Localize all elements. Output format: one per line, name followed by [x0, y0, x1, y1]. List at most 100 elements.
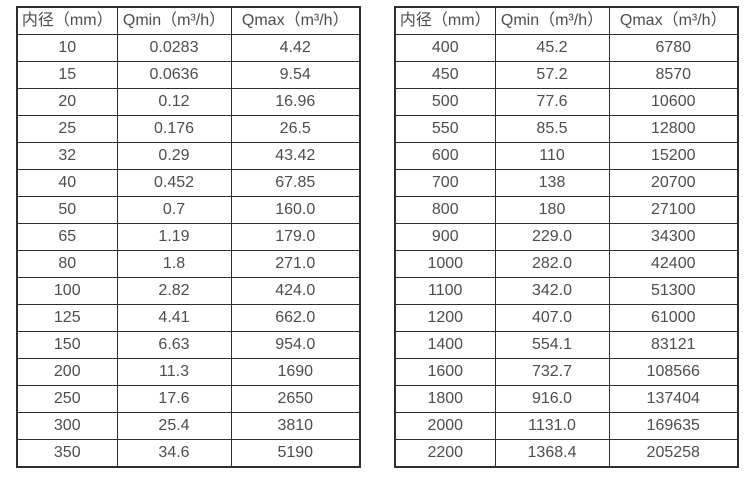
data-cell: 85.5 — [494, 115, 610, 143]
header-cell: Qmax（m³/h） — [230, 6, 361, 35]
data-cell: 43.42 — [230, 142, 361, 170]
tables-container: 内径（mm） Qmin（m³/h） Qmax（m³/h） 10 0.0283 4.42 1… — [16, 6, 739, 468]
header-cell: 内径（mm） — [16, 6, 118, 35]
data-cell: 15200 — [608, 142, 739, 170]
table-row: 40 0.452 67.85 — [16, 169, 361, 197]
data-cell: 282.0 — [494, 250, 610, 278]
data-cell: 9.54 — [230, 61, 361, 89]
data-cell: 0.176 — [116, 115, 232, 143]
table-row: 32 0.29 43.42 — [16, 142, 361, 170]
header-cell: Qmin（m³/h） — [494, 6, 610, 35]
table-row: 80 1.8 271.0 — [16, 250, 361, 278]
data-cell: 20 — [16, 88, 118, 116]
table-row: 150 6.63 954.0 — [16, 331, 361, 359]
data-cell: 100 — [16, 277, 118, 305]
data-cell: 342.0 — [494, 277, 610, 305]
data-cell: 1200 — [394, 304, 496, 332]
table-row: 65 1.19 179.0 — [16, 223, 361, 251]
data-cell: 80 — [16, 250, 118, 278]
data-cell: 0.7 — [116, 196, 232, 224]
data-cell: 300 — [16, 412, 118, 440]
data-cell: 0.0283 — [116, 34, 232, 62]
table-row: 100 2.82 424.0 — [16, 277, 361, 305]
table-row: 800 180 27100 — [394, 196, 739, 224]
table-row: 2200 1368.4 205258 — [394, 439, 739, 468]
table-body: 10 0.0283 4.42 15 0.0636 9.54 20 0.12 16.96 25 0.1… — [16, 34, 361, 468]
data-cell: 500 — [394, 88, 496, 116]
table-row: 500 77.6 10600 — [394, 88, 739, 116]
data-cell: 137404 — [608, 385, 739, 413]
header-cell: Qmin（m³/h） — [116, 6, 232, 35]
data-cell: 900 — [394, 223, 496, 251]
data-cell: 350 — [16, 439, 118, 468]
data-cell: 0.12 — [116, 88, 232, 116]
data-cell: 50 — [16, 196, 118, 224]
data-cell: 2.82 — [116, 277, 232, 305]
table-row: 10 0.0283 4.42 — [16, 34, 361, 62]
data-cell: 407.0 — [494, 304, 610, 332]
data-cell: 600 — [394, 142, 496, 170]
data-cell: 205258 — [608, 439, 739, 468]
table-row: 1000 282.0 42400 — [394, 250, 739, 278]
data-cell: 424.0 — [230, 277, 361, 305]
data-cell: 1690 — [230, 358, 361, 386]
data-cell: 800 — [394, 196, 496, 224]
table-row: 1100 342.0 51300 — [394, 277, 739, 305]
data-cell: 25 — [16, 115, 118, 143]
data-cell: 110 — [494, 142, 610, 170]
table-row: 1600 732.7 108566 — [394, 358, 739, 386]
table-row: 550 85.5 12800 — [394, 115, 739, 143]
data-cell: 40 — [16, 169, 118, 197]
table-row: 450 57.2 8570 — [394, 61, 739, 89]
data-cell: 229.0 — [494, 223, 610, 251]
table-row: 600 110 15200 — [394, 142, 739, 170]
data-cell: 5190 — [230, 439, 361, 468]
header-cell: 内径（mm） — [394, 6, 496, 35]
data-cell: 169635 — [608, 412, 739, 440]
data-cell: 1131.0 — [494, 412, 610, 440]
data-cell: 1400 — [394, 331, 496, 359]
data-cell: 57.2 — [494, 61, 610, 89]
table-row: 20 0.12 16.96 — [16, 88, 361, 116]
data-cell: 125 — [16, 304, 118, 332]
data-cell: 15 — [16, 61, 118, 89]
data-cell: 20700 — [608, 169, 739, 197]
data-cell: 12800 — [608, 115, 739, 143]
data-cell: 61000 — [608, 304, 739, 332]
table-row: 1800 916.0 137404 — [394, 385, 739, 413]
data-cell: 554.1 — [494, 331, 610, 359]
data-cell: 180 — [494, 196, 610, 224]
flow-table-small-diameters: 内径（mm） Qmin（m³/h） Qmax（m³/h） 10 0.0283 4.42 1… — [16, 6, 361, 468]
data-cell: 200 — [16, 358, 118, 386]
data-cell: 160.0 — [230, 196, 361, 224]
data-cell: 1368.4 — [494, 439, 610, 468]
table-row: 50 0.7 160.0 — [16, 196, 361, 224]
data-cell: 0.0636 — [116, 61, 232, 89]
table-header-row: 内径（mm） Qmin（m³/h） Qmax（m³/h） — [394, 6, 739, 35]
data-cell: 0.452 — [116, 169, 232, 197]
data-cell: 1.19 — [116, 223, 232, 251]
data-cell: 34300 — [608, 223, 739, 251]
table-row: 2000 1131.0 169635 — [394, 412, 739, 440]
data-cell: 11.3 — [116, 358, 232, 386]
data-cell: 10600 — [608, 88, 739, 116]
table-row: 250 17.6 2650 — [16, 385, 361, 413]
data-cell: 138 — [494, 169, 610, 197]
data-cell: 4.41 — [116, 304, 232, 332]
data-cell: 271.0 — [230, 250, 361, 278]
data-cell: 916.0 — [494, 385, 610, 413]
data-cell: 34.6 — [116, 439, 232, 468]
data-cell: 27100 — [608, 196, 739, 224]
data-cell: 10 — [16, 34, 118, 62]
data-cell: 3810 — [230, 412, 361, 440]
table-row: 400 45.2 6780 — [394, 34, 739, 62]
data-cell: 1000 — [394, 250, 496, 278]
data-cell: 450 — [394, 61, 496, 89]
table-row: 25 0.176 26.5 — [16, 115, 361, 143]
data-cell: 1100 — [394, 277, 496, 305]
data-cell: 42400 — [608, 250, 739, 278]
data-cell: 2650 — [230, 385, 361, 413]
data-cell: 67.85 — [230, 169, 361, 197]
data-cell: 2000 — [394, 412, 496, 440]
data-cell: 150 — [16, 331, 118, 359]
